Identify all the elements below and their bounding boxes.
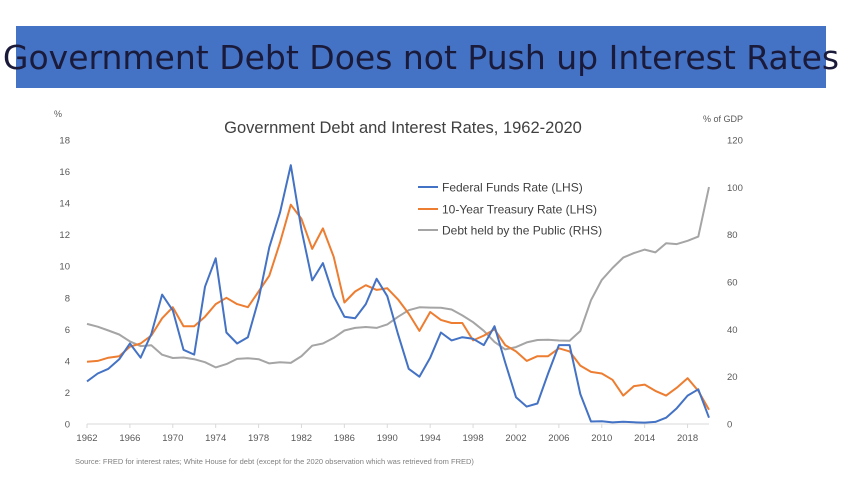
legend-label-debt-public: Debt held by the Public (RHS) (442, 224, 602, 238)
y-right-tick-label: 40 (727, 325, 738, 336)
x-tick-label: 2014 (634, 433, 655, 444)
slide-title-banner: Government Debt Does not Push up Interes… (3, 26, 839, 88)
legend-label-treasury-10y: 10-Year Treasury Rate (LHS) (442, 203, 597, 217)
right-axis-label: % of GDP (703, 114, 743, 124)
legend-label-fed-funds: Federal Funds Rate (LHS) (442, 181, 583, 195)
y-right-tick-label: 120 (727, 136, 743, 147)
y-right-tick-label: 0 (727, 420, 732, 431)
y-right-tick-label: 100 (727, 183, 743, 194)
series-line-treasury-10y (86, 203, 710, 411)
x-tick-label: 2010 (591, 433, 612, 444)
x-tick-label: 2002 (505, 433, 526, 444)
x-tick-label: 2018 (677, 433, 698, 444)
source-note: Source: FRED for interest rates; White H… (75, 457, 474, 466)
y-right-tick-label: 20 (727, 372, 738, 383)
y-left-tick-label: 0 (65, 420, 70, 431)
x-tick-label: 1990 (377, 433, 398, 444)
x-tick-label: 1970 (162, 433, 183, 444)
y-left-tick-label: 12 (59, 230, 70, 241)
slide-title: Government Debt Does not Push up Interes… (2, 37, 840, 77)
y-left-tick-label: 8 (65, 293, 70, 304)
y-right-tick-label: 60 (727, 278, 738, 289)
x-tick-label: 1962 (76, 433, 97, 444)
x-tick-label: 1982 (291, 433, 312, 444)
x-tick-label: 1978 (248, 433, 269, 444)
left-axis-label: % (54, 109, 62, 119)
y-left-tick-label: 4 (65, 356, 70, 367)
y-left-tick-label: 2 (65, 388, 70, 399)
x-tick-label: 1974 (205, 433, 226, 444)
y-left-tick-label: 18 (59, 136, 70, 147)
x-tick-label: 1986 (334, 433, 355, 444)
y-left-tick-label: 10 (59, 262, 70, 273)
x-tick-label: 1998 (462, 433, 483, 444)
x-tick-label: 1994 (420, 433, 441, 444)
x-tick-label: 1966 (119, 433, 140, 444)
y-right-tick-label: 80 (727, 230, 738, 241)
chart-title: Government Debt and Interest Rates, 1962… (224, 119, 582, 137)
x-tick-label: 2006 (548, 433, 569, 444)
y-left-tick-label: 14 (59, 199, 70, 210)
series-line-fed-funds (86, 164, 710, 424)
y-left-tick-label: 16 (59, 167, 70, 178)
series-line-debt-public (86, 186, 710, 369)
y-left-tick-label: 6 (65, 325, 70, 336)
